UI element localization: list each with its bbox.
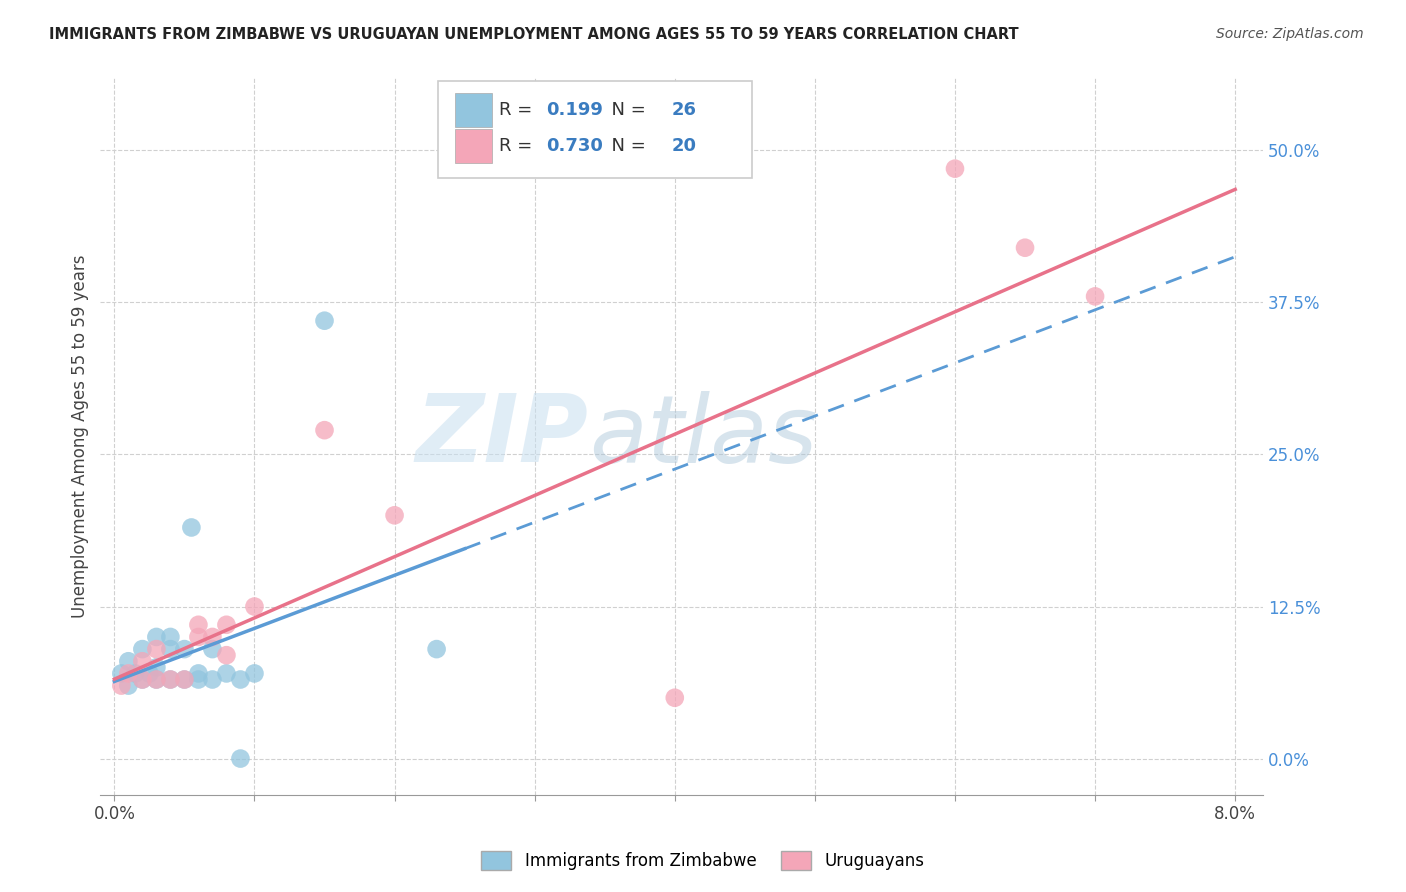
Point (117, 654, 139, 668)
Text: R =: R = (499, 136, 538, 154)
Point (215, 617, 238, 632)
Point (131, 642, 153, 657)
Y-axis label: Unemployment Among Ages 55 to 59 years: Unemployment Among Ages 55 to 59 years (72, 254, 89, 618)
Point (124, 666, 146, 681)
Point (180, 520, 202, 534)
Point (201, 673, 224, 687)
Point (159, 630, 181, 644)
Point (201, 630, 224, 644)
Point (187, 630, 209, 644)
Point (145, 642, 167, 657)
Point (173, 673, 195, 687)
Point (187, 617, 209, 632)
FancyBboxPatch shape (456, 94, 492, 127)
Point (187, 666, 209, 681)
Text: N =: N = (600, 101, 652, 119)
Point (426, 642, 449, 657)
Point (243, 666, 266, 681)
FancyBboxPatch shape (437, 81, 752, 178)
Point (131, 673, 153, 687)
Text: 26: 26 (671, 101, 696, 119)
Point (110, 666, 132, 681)
Text: IMMIGRANTS FROM ZIMBABWE VS URUGUAYAN UNEMPLOYMENT AMONG AGES 55 TO 59 YEARS COR: IMMIGRANTS FROM ZIMBABWE VS URUGUAYAN UN… (49, 27, 1019, 42)
Text: Source: ZipAtlas.com: Source: ZipAtlas.com (1216, 27, 1364, 41)
Point (215, 648, 238, 663)
Point (145, 660, 167, 674)
Point (187, 673, 209, 687)
Text: N =: N = (600, 136, 652, 154)
Point (145, 673, 167, 687)
Text: 0.199: 0.199 (546, 101, 603, 119)
Point (229, 673, 252, 687)
Text: 20: 20 (671, 136, 696, 154)
Point (243, 599, 266, 614)
Point (159, 673, 181, 687)
Point (117, 666, 139, 681)
Point (159, 673, 181, 687)
Point (173, 673, 195, 687)
Point (229, 751, 252, 765)
Point (110, 679, 132, 693)
Point (314, 314, 336, 328)
Point (173, 642, 195, 657)
Point (145, 630, 167, 644)
Point (1014, 241, 1036, 255)
Point (159, 642, 181, 657)
Point (131, 673, 153, 687)
Point (131, 654, 153, 668)
Point (943, 161, 966, 176)
Point (215, 666, 238, 681)
Point (117, 679, 139, 693)
Point (145, 673, 167, 687)
FancyBboxPatch shape (456, 129, 492, 163)
Text: 0.730: 0.730 (546, 136, 603, 154)
Point (138, 666, 160, 681)
Text: ZIP: ZIP (416, 391, 589, 483)
Point (664, 690, 686, 705)
Point (384, 508, 406, 523)
Legend: Immigrants from Zimbabwe, Uruguayans: Immigrants from Zimbabwe, Uruguayans (475, 844, 931, 877)
Point (201, 642, 224, 657)
Text: R =: R = (499, 101, 538, 119)
Point (314, 423, 336, 437)
Point (1084, 289, 1107, 303)
Text: atlas: atlas (589, 391, 817, 482)
